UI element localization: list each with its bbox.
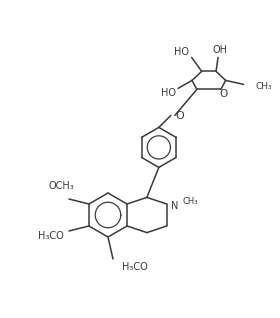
Text: O: O [176, 111, 185, 121]
Text: O: O [220, 89, 228, 100]
Text: HO: HO [160, 88, 176, 98]
Text: N: N [171, 201, 178, 211]
Text: H₃CO: H₃CO [122, 262, 148, 272]
Text: OCH₃: OCH₃ [48, 181, 74, 191]
Text: H₃CO: H₃CO [38, 231, 64, 241]
Text: OH: OH [213, 45, 228, 55]
Text: CH₃: CH₃ [256, 82, 272, 91]
Text: CH₃: CH₃ [183, 197, 198, 205]
Text: HO: HO [174, 47, 189, 58]
